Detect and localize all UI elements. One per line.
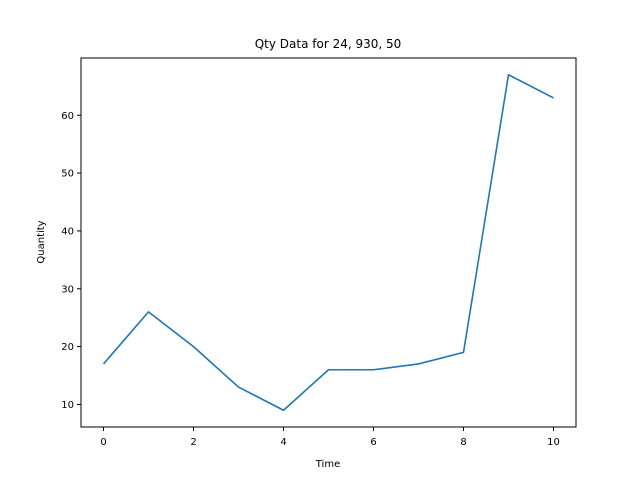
y-axis-label: Quantity — [36, 220, 47, 263]
x-tick-label: 4 — [280, 437, 286, 448]
y-tick-label: 60 — [61, 111, 74, 122]
plot-area — [102, 73, 554, 412]
x-tick-label: 0 — [100, 437, 106, 448]
x-axis-label: Time — [315, 459, 340, 470]
x-tick-label: 2 — [190, 437, 196, 448]
y-tick-label: 20 — [61, 342, 74, 353]
y-tick-label: 10 — [61, 400, 74, 411]
x-axis-ticks: 0 2 4 6 8 10 — [100, 427, 560, 448]
y-tick-label: 50 — [61, 169, 74, 180]
y-axis-ticks: 10 20 30 40 50 60 — [61, 111, 81, 411]
x-tick-label: 6 — [370, 437, 376, 448]
x-tick-label: 10 — [547, 437, 560, 448]
axes-frame — [80, 57, 577, 428]
y-tick-label: 30 — [61, 284, 74, 295]
x-tick-label: 8 — [460, 437, 466, 448]
y-tick-label: 40 — [61, 226, 74, 237]
chart-title: Qty Data for 24, 930, 50 — [255, 37, 402, 51]
